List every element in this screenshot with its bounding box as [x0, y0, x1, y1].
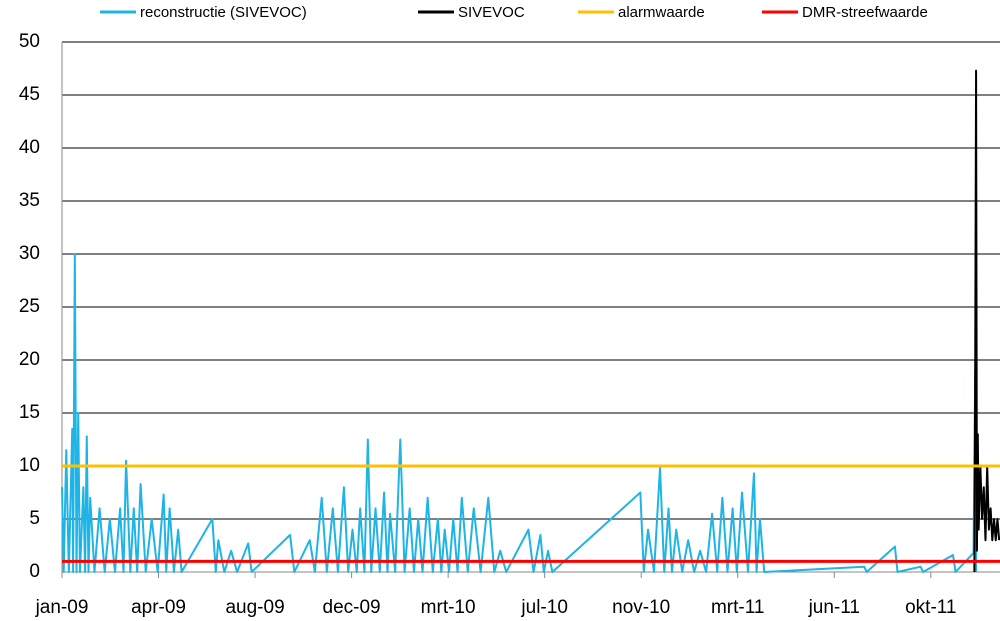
x-tick-label: aug-09	[225, 597, 284, 618]
y-tick-label: 35	[19, 190, 40, 211]
x-tick-label: jan-09	[35, 597, 89, 618]
legend-label: SIVEVOC	[458, 4, 525, 21]
x-tick-label: nov-10	[612, 597, 670, 618]
y-tick-label: 40	[19, 137, 40, 158]
y-tick-label: 5	[29, 508, 40, 529]
y-tick-label: 20	[19, 349, 40, 370]
series-line	[61, 253, 978, 573]
x-tick-label: okt-11	[905, 597, 956, 618]
legend-label: reconstructie (SIVEVOC)	[140, 4, 307, 21]
legend-label: alarmwaarde	[618, 4, 705, 21]
y-tick-label: 30	[19, 243, 40, 264]
x-tick-label: jul-10	[520, 597, 567, 618]
y-tick-label: 45	[19, 84, 40, 105]
x-tick-label: mrt-10	[421, 597, 476, 618]
series-line	[973, 69, 1000, 573]
x-tick-label: dec-09	[323, 597, 381, 618]
y-tick-label: 10	[19, 455, 40, 476]
y-tick-label: 15	[19, 402, 40, 423]
legend-label: DMR-streefwaarde	[802, 4, 928, 21]
y-tick-label: 25	[19, 296, 40, 317]
y-tick-label: 50	[19, 31, 40, 52]
x-tick-label: apr-09	[131, 597, 186, 618]
y-tick-label: 0	[29, 561, 40, 582]
x-tick-label: jun-11	[808, 597, 860, 618]
x-tick-label: mrt-11	[711, 597, 764, 618]
